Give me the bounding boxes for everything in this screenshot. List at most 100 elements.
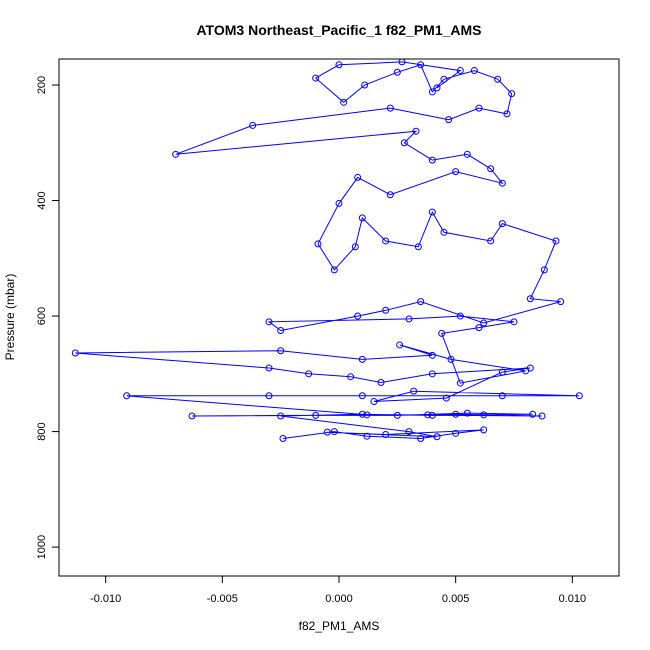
data-point (447, 355, 455, 363)
data-point (71, 349, 79, 357)
data-point (445, 116, 453, 124)
data-point (358, 392, 366, 400)
y-tick-label: 600 (36, 307, 48, 325)
data-point (417, 435, 425, 443)
data-point (480, 319, 488, 327)
data-point (393, 411, 401, 419)
data-point (508, 90, 516, 98)
data-point (354, 173, 362, 181)
data-point (386, 104, 394, 112)
data-point (370, 398, 378, 406)
data-point (396, 341, 404, 349)
data-point (452, 168, 460, 176)
data-point (405, 428, 413, 436)
y-axis: 200 400 600 800 1000 (36, 76, 60, 559)
chart-title: ATOM3 Northeast_Pacific_1 f82_PM1_AMS (196, 22, 481, 38)
data-point (279, 435, 287, 443)
data-point (363, 432, 371, 440)
data-point (503, 110, 511, 118)
data-point (382, 306, 390, 314)
data-point (438, 329, 446, 337)
data-point (463, 409, 471, 417)
data-point (456, 67, 464, 75)
x-axis: -0.010 -0.005 0.000 0.005 0.010 (90, 575, 586, 605)
data-point (417, 298, 425, 306)
data-point (428, 370, 436, 378)
data-point (398, 59, 406, 66)
data-point (433, 433, 441, 441)
data-point (123, 392, 131, 400)
data-point (363, 411, 371, 419)
data-point (440, 228, 448, 236)
data-point (440, 75, 448, 83)
data-point (424, 411, 432, 419)
data-point (417, 61, 425, 69)
data-point (249, 121, 257, 129)
data-point (354, 312, 362, 320)
series-line (75, 61, 580, 440)
x-tick-label: 0.005 (442, 593, 470, 605)
data-point (358, 410, 366, 418)
data-point (265, 392, 273, 400)
data-point (335, 61, 343, 69)
x-tick-label: -0.005 (207, 593, 238, 605)
data-point (456, 379, 464, 387)
data-point (277, 347, 285, 355)
data-point (575, 392, 583, 400)
data-point (475, 104, 483, 112)
data-point (498, 179, 506, 187)
data-point (265, 318, 273, 326)
x-tick-label: 0.000 (325, 593, 353, 605)
data-point (526, 295, 534, 303)
data-point (456, 312, 464, 320)
data-point (494, 75, 502, 83)
data-point (382, 430, 390, 438)
data-point (412, 127, 420, 135)
data-point (347, 373, 355, 381)
data-point (470, 67, 478, 75)
data-point (172, 150, 180, 158)
data-point (522, 367, 530, 375)
y-tick-label: 200 (36, 76, 48, 94)
data-point (442, 394, 450, 402)
data-point (351, 243, 359, 251)
data-point (428, 411, 436, 419)
data-point (335, 199, 343, 207)
data-point (377, 378, 385, 386)
data-series-layer (71, 59, 583, 443)
data-point (433, 84, 441, 92)
data-point (305, 370, 313, 378)
data-point (414, 243, 422, 251)
x-tick-label: -0.010 (90, 593, 121, 605)
data-point (400, 139, 408, 147)
data-point (361, 81, 369, 89)
data-point (382, 237, 390, 245)
data-point (428, 351, 436, 359)
data-point (323, 428, 331, 436)
y-tick-label: 800 (36, 422, 48, 440)
data-point (410, 387, 418, 395)
data-point (330, 428, 338, 436)
data-point (428, 156, 436, 164)
data-point (188, 412, 196, 420)
y-tick-label: 1000 (36, 535, 48, 559)
x-axis-title: f82_PM1_AMS (299, 619, 380, 633)
data-point (393, 68, 401, 76)
data-point (314, 240, 322, 248)
data-point (428, 88, 436, 96)
data-point (312, 74, 320, 82)
data-point (475, 324, 483, 332)
data-point (358, 355, 366, 363)
data-point (510, 318, 518, 326)
data-point (340, 98, 348, 106)
data-point (487, 237, 495, 245)
data-point (498, 220, 506, 228)
y-axis-title: Pressure (mbar) (3, 274, 17, 361)
data-point (529, 410, 537, 418)
data-point (358, 214, 366, 222)
data-point (557, 298, 565, 306)
data-point (386, 191, 394, 199)
data-point (330, 266, 338, 274)
